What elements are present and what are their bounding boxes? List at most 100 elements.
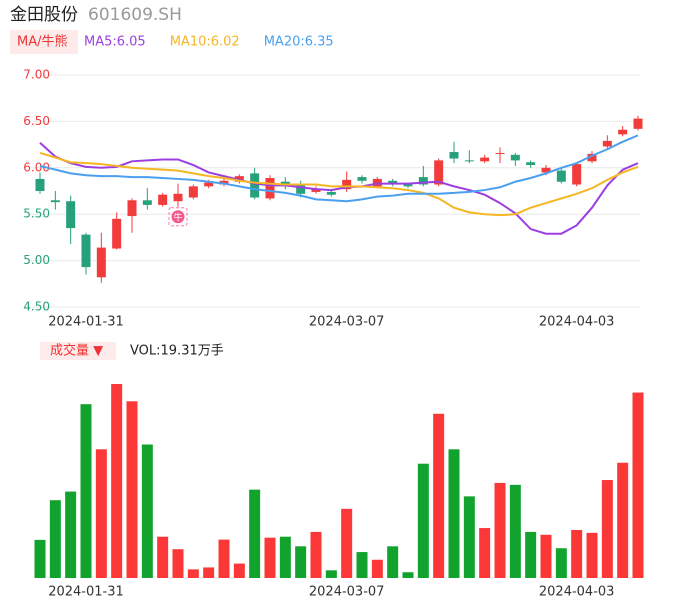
volume-bar: [203, 567, 215, 578]
candle-body: [265, 178, 275, 199]
candle-body: [449, 152, 459, 159]
candle-body: [81, 234, 91, 268]
candle-body: [464, 160, 474, 162]
stock-code: 601609.SH: [88, 5, 182, 25]
volume-bar: [187, 569, 199, 578]
ma-line: [39, 142, 639, 235]
candle-body: [127, 200, 137, 217]
candle-body: [510, 154, 520, 161]
candle-body: [35, 178, 45, 191]
volume-bar: [540, 534, 552, 578]
candle-body: [434, 160, 444, 185]
candle-body: [250, 173, 260, 198]
y-tick-label: 6.00: [23, 160, 50, 174]
volume-bar: [264, 537, 276, 578]
legend-entry: MA5:6.05: [84, 35, 146, 50]
candle-body: [342, 179, 352, 190]
candle-body: [112, 218, 122, 249]
candle-body: [50, 200, 60, 203]
candle-body: [556, 170, 566, 182]
y-tick-label: 5.50: [23, 207, 50, 221]
volume-bar: [601, 480, 613, 578]
candle-body: [572, 164, 582, 185]
ma-line: [39, 134, 639, 203]
volume-bar: [95, 449, 107, 578]
volume-bar: [433, 413, 445, 578]
volume-bar: [479, 528, 491, 578]
volume-bar: [371, 559, 383, 578]
vol-button-bg[interactable]: [40, 342, 116, 360]
marker-frame: [168, 207, 188, 227]
volume-bar: [509, 484, 521, 578]
y-tick-label: 5.00: [23, 253, 50, 267]
marker: [171, 210, 185, 224]
volume-bar: [295, 546, 307, 578]
volume-bar: [494, 482, 506, 578]
x-tick-label: 2024-04-03: [539, 585, 615, 600]
x-tick-label: 2024-01-31: [48, 315, 124, 330]
volume-bar: [310, 531, 322, 578]
vol-label: VOL:19.31万手: [130, 344, 224, 359]
legend-entry: MA10:6.02: [170, 35, 240, 50]
volume-bar: [525, 531, 537, 578]
x-tick-label: 2024-01-31: [48, 585, 124, 600]
candle-body: [142, 200, 152, 205]
volume-bar: [233, 563, 245, 578]
ma-line: [39, 151, 639, 217]
volume-bar: [463, 496, 475, 578]
legend-entry: MA20:6.35: [264, 35, 334, 50]
y-tick-label: 4.50: [23, 300, 50, 314]
volume-bar: [157, 536, 169, 578]
volume-bar: [218, 539, 230, 578]
volume-bar: [555, 548, 567, 578]
candle-body: [173, 193, 183, 202]
y-tick-label: 6.50: [23, 114, 50, 128]
y-tick-label: 7.00: [23, 68, 50, 82]
candle-body: [357, 177, 367, 181]
candle-body: [618, 129, 628, 135]
volume-bar: [417, 463, 429, 578]
volume-bar: [141, 444, 153, 578]
volume-bar: [632, 392, 644, 578]
x-tick-label: 2024-04-03: [539, 315, 615, 330]
volume-bar: [126, 401, 138, 578]
volume-bar: [49, 500, 61, 578]
candle-body: [158, 194, 168, 205]
candle-body: [96, 247, 106, 278]
volume-bar: [65, 491, 77, 578]
candle-body: [296, 183, 306, 194]
candle-body: [403, 184, 413, 187]
ma-button-bg[interactable]: [10, 30, 78, 54]
volume-bar: [448, 449, 460, 578]
volume-bar: [356, 552, 368, 578]
candle-body: [66, 201, 76, 229]
candle-body: [188, 186, 198, 198]
candle-body: [587, 153, 597, 162]
volume-bar: [172, 549, 184, 578]
volume-bar: [80, 404, 92, 578]
volume-bar: [571, 529, 583, 578]
volume-bar: [617, 462, 629, 578]
volume-bar: [341, 508, 353, 578]
x-tick-label: 2024-03-07: [309, 315, 385, 330]
candle-body: [526, 162, 536, 166]
candle-body: [204, 182, 214, 187]
volume-bar: [402, 572, 414, 578]
candle-body: [311, 189, 321, 192]
ma-button[interactable]: MA/牛熊: [17, 34, 68, 50]
volume-bar: [325, 570, 337, 578]
candle-body: [495, 152, 505, 154]
volume-bar: [111, 384, 123, 578]
candle-body: [326, 191, 336, 195]
volume-bar: [34, 539, 46, 578]
candle-body: [541, 167, 551, 173]
volume-bar: [586, 532, 598, 578]
volume-bar: [279, 536, 291, 578]
vol-button[interactable]: 成交量 ▼: [50, 343, 103, 359]
volume-bar: [249, 489, 261, 578]
marker-label: 牛: [173, 211, 182, 223]
candle-body: [602, 140, 612, 147]
volume-bar: [387, 546, 399, 578]
candle-body: [633, 118, 643, 129]
